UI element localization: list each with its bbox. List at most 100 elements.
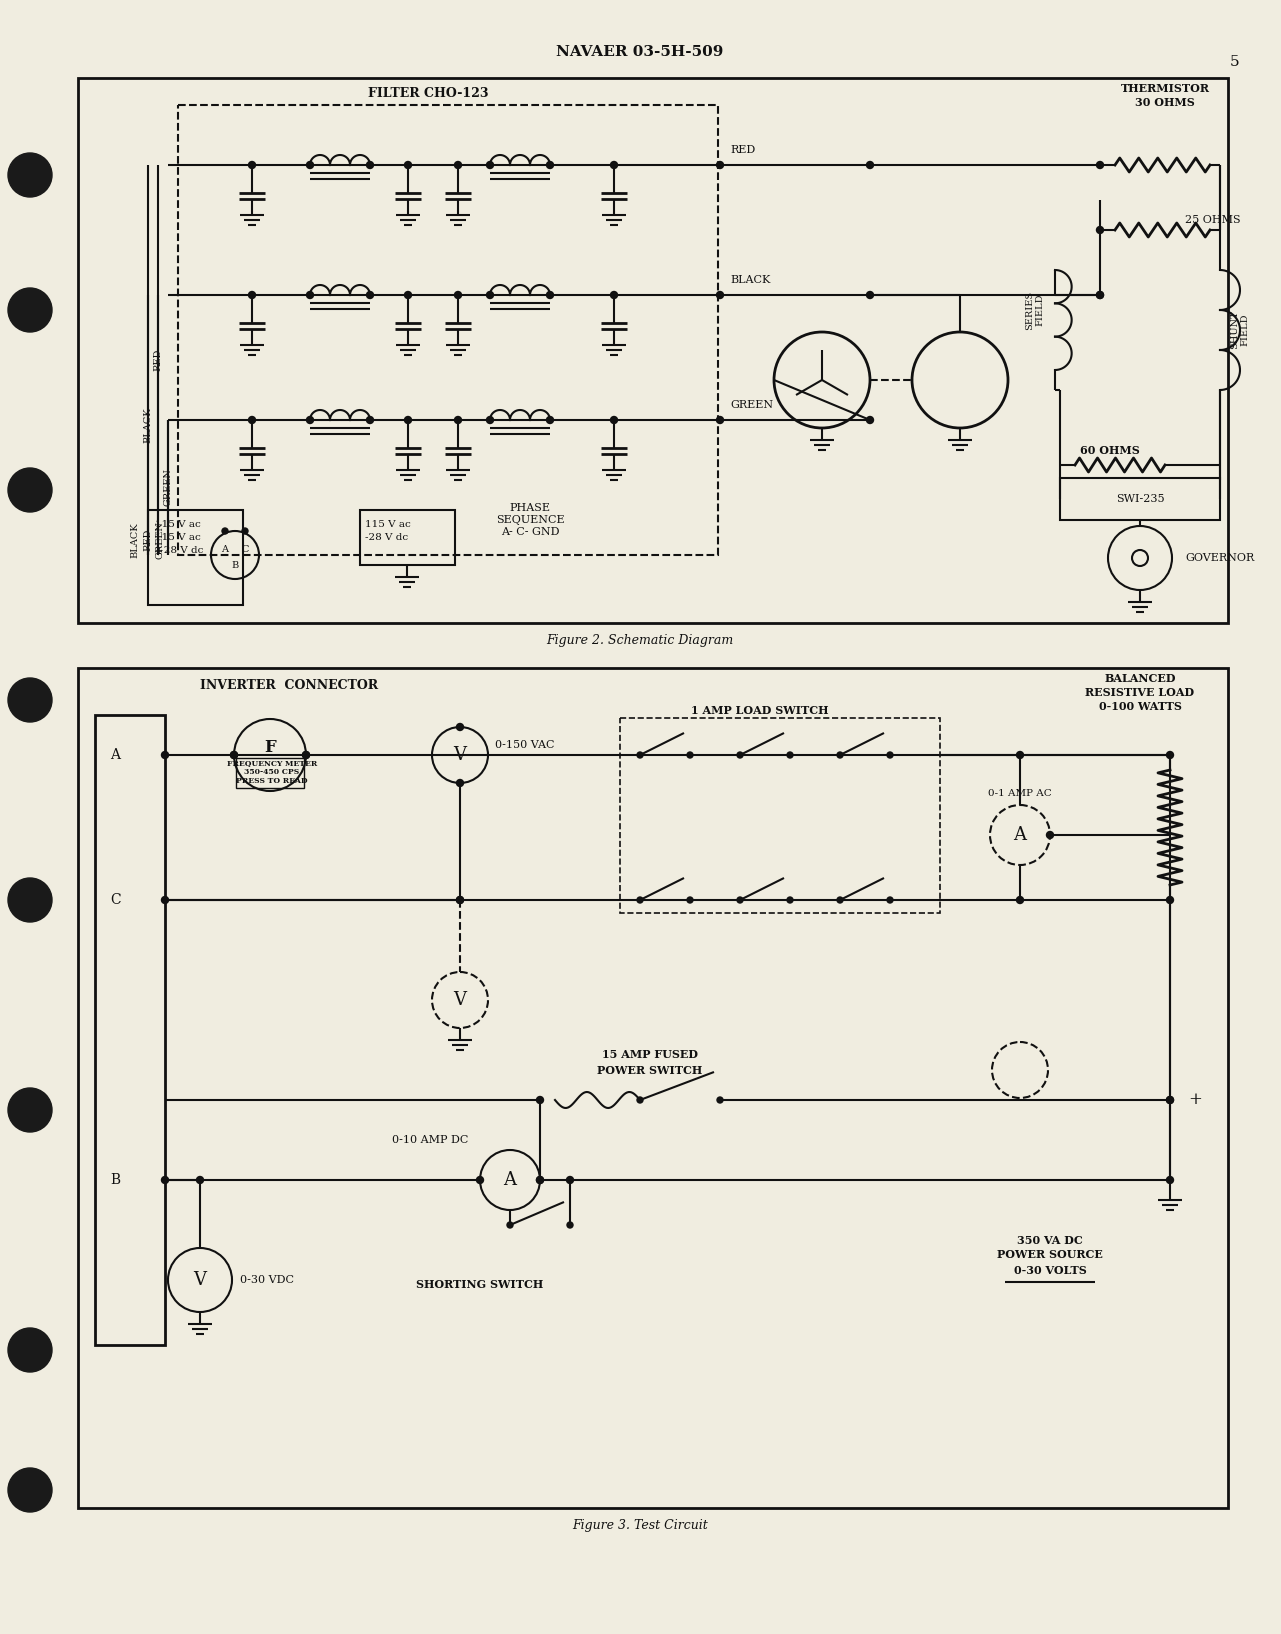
Text: A: A bbox=[503, 1172, 516, 1190]
Text: 350-450 CPS: 350-450 CPS bbox=[245, 768, 300, 776]
Text: -28 V dc: -28 V dc bbox=[365, 533, 409, 542]
Circle shape bbox=[306, 417, 314, 423]
Circle shape bbox=[231, 752, 237, 758]
Text: B: B bbox=[232, 560, 238, 570]
Circle shape bbox=[306, 291, 314, 299]
Circle shape bbox=[537, 1096, 543, 1103]
Circle shape bbox=[637, 752, 643, 758]
Circle shape bbox=[886, 897, 893, 904]
Circle shape bbox=[1017, 752, 1024, 758]
Text: A: A bbox=[110, 748, 120, 761]
Circle shape bbox=[1167, 752, 1173, 758]
Circle shape bbox=[1167, 1176, 1173, 1183]
Circle shape bbox=[716, 417, 724, 423]
Circle shape bbox=[537, 1176, 543, 1183]
Text: SWI-235: SWI-235 bbox=[1116, 493, 1164, 503]
Text: POWER SOURCE: POWER SOURCE bbox=[997, 1250, 1103, 1260]
Text: PHASE
SEQUENCE
A- C- GND: PHASE SEQUENCE A- C- GND bbox=[496, 503, 565, 536]
Circle shape bbox=[787, 752, 793, 758]
Text: 0-10 AMP DC: 0-10 AMP DC bbox=[392, 1136, 468, 1145]
Text: 25 OHMS: 25 OHMS bbox=[1185, 216, 1240, 225]
Text: FREQUENCY METER: FREQUENCY METER bbox=[227, 760, 318, 766]
Circle shape bbox=[8, 467, 53, 511]
Text: GOVERNOR: GOVERNOR bbox=[1185, 552, 1254, 564]
Circle shape bbox=[566, 1176, 574, 1183]
Text: FILTER CHO-123: FILTER CHO-123 bbox=[368, 87, 488, 100]
Text: RED: RED bbox=[154, 348, 163, 371]
Circle shape bbox=[567, 1222, 573, 1229]
Text: 15 AMP FUSED: 15 AMP FUSED bbox=[602, 1049, 698, 1060]
Text: 115 V ac: 115 V ac bbox=[365, 520, 411, 529]
Text: V: V bbox=[453, 747, 466, 765]
Circle shape bbox=[886, 752, 893, 758]
Text: SERIES
FIELD: SERIES FIELD bbox=[1025, 291, 1045, 330]
Text: +: + bbox=[1187, 1092, 1202, 1108]
Circle shape bbox=[455, 417, 461, 423]
Circle shape bbox=[1097, 162, 1103, 168]
Circle shape bbox=[1097, 227, 1103, 234]
Text: BLACK: BLACK bbox=[131, 523, 140, 557]
Circle shape bbox=[836, 897, 843, 904]
Circle shape bbox=[456, 897, 464, 904]
Circle shape bbox=[487, 291, 493, 299]
Text: GREEN: GREEN bbox=[730, 400, 774, 410]
Bar bbox=[78, 668, 1228, 1508]
Circle shape bbox=[611, 291, 617, 299]
Circle shape bbox=[302, 752, 310, 758]
Circle shape bbox=[737, 752, 743, 758]
Circle shape bbox=[687, 752, 693, 758]
Circle shape bbox=[249, 417, 255, 423]
Text: NAVAER 03-5H-509: NAVAER 03-5H-509 bbox=[556, 46, 724, 59]
Circle shape bbox=[547, 417, 553, 423]
Bar bbox=[178, 105, 717, 556]
Circle shape bbox=[487, 417, 493, 423]
Circle shape bbox=[716, 291, 724, 299]
Circle shape bbox=[537, 1176, 543, 1183]
Text: V: V bbox=[453, 990, 466, 1010]
Circle shape bbox=[547, 291, 553, 299]
Text: RED: RED bbox=[143, 529, 152, 551]
Circle shape bbox=[477, 1176, 483, 1183]
Text: V: V bbox=[193, 1271, 206, 1289]
Text: SHORTING SWITCH: SHORTING SWITCH bbox=[416, 1279, 543, 1291]
Text: 0-100 WATTS: 0-100 WATTS bbox=[1099, 701, 1181, 711]
Circle shape bbox=[302, 752, 310, 758]
Text: 30 OHMS: 30 OHMS bbox=[1135, 96, 1195, 108]
Text: POWER SWITCH: POWER SWITCH bbox=[597, 1064, 702, 1075]
Circle shape bbox=[455, 291, 461, 299]
Circle shape bbox=[836, 752, 843, 758]
Text: 60 OHMS: 60 OHMS bbox=[1080, 444, 1140, 456]
Circle shape bbox=[456, 779, 464, 786]
Text: Figure 2. Schematic Diagram: Figure 2. Schematic Diagram bbox=[547, 634, 734, 647]
Circle shape bbox=[306, 162, 314, 168]
Text: THERMISTOR: THERMISTOR bbox=[1121, 82, 1209, 93]
Circle shape bbox=[405, 291, 411, 299]
Circle shape bbox=[1097, 291, 1103, 299]
Text: A: A bbox=[222, 544, 228, 554]
Circle shape bbox=[249, 162, 255, 168]
Text: 0-30 VOLTS: 0-30 VOLTS bbox=[1013, 1265, 1086, 1276]
Circle shape bbox=[866, 162, 874, 168]
Text: B: B bbox=[110, 1173, 120, 1186]
Circle shape bbox=[1097, 291, 1103, 299]
Circle shape bbox=[366, 162, 374, 168]
Bar bbox=[1059, 479, 1220, 520]
Circle shape bbox=[687, 897, 693, 904]
Circle shape bbox=[8, 288, 53, 332]
Circle shape bbox=[1167, 1096, 1173, 1103]
Circle shape bbox=[249, 291, 255, 299]
Circle shape bbox=[8, 1088, 53, 1132]
Circle shape bbox=[637, 1096, 643, 1103]
Bar bbox=[620, 717, 940, 913]
Circle shape bbox=[405, 162, 411, 168]
Text: C: C bbox=[110, 894, 120, 907]
Circle shape bbox=[242, 528, 249, 534]
Circle shape bbox=[161, 897, 169, 904]
Text: 0-150 VAC: 0-150 VAC bbox=[494, 740, 555, 750]
Text: BALANCED: BALANCED bbox=[1104, 673, 1176, 683]
Circle shape bbox=[1047, 832, 1053, 838]
Circle shape bbox=[717, 1096, 722, 1103]
Circle shape bbox=[637, 897, 643, 904]
Circle shape bbox=[487, 162, 493, 168]
Circle shape bbox=[222, 528, 228, 534]
